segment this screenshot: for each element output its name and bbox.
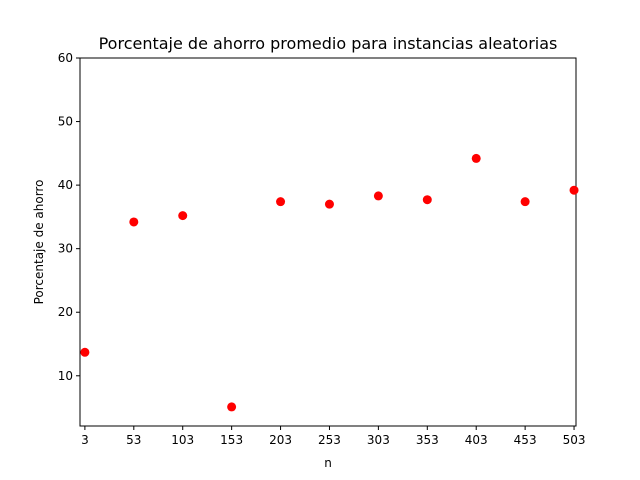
x-tick-label: 203 <box>269 433 292 447</box>
data-point <box>276 197 286 207</box>
x-tick-label: 253 <box>318 433 341 447</box>
y-tick-label: 60 <box>58 51 73 65</box>
x-tick-label: 103 <box>171 433 194 447</box>
data-point <box>80 347 90 357</box>
data-point <box>227 402 237 412</box>
x-tick-label: 3 <box>81 433 89 447</box>
x-tick-label: 353 <box>416 433 439 447</box>
y-tick-label: 20 <box>58 305 73 319</box>
data-point <box>569 185 579 195</box>
y-tick-label: 30 <box>58 242 73 256</box>
x-tick-label: 53 <box>126 433 141 447</box>
y-tick-label: 10 <box>58 369 73 383</box>
data-point <box>129 217 139 227</box>
x-tick-label: 453 <box>514 433 537 447</box>
data-point <box>471 153 481 163</box>
data-point <box>324 199 334 209</box>
y-axis-title: Porcentaje de ahorro <box>32 180 46 305</box>
data-point <box>422 195 432 205</box>
data-point <box>520 197 530 207</box>
y-tick-label: 50 <box>58 115 73 129</box>
y-tick-label: 40 <box>58 178 73 192</box>
x-tick-label: 153 <box>220 433 243 447</box>
data-point <box>178 211 188 221</box>
x-tick-label: 503 <box>563 433 586 447</box>
chart-title: Porcentaje de ahorro promedio para insta… <box>99 34 558 53</box>
x-tick-label: 303 <box>367 433 390 447</box>
x-tick-label: 403 <box>465 433 488 447</box>
x-axis-title: n <box>324 456 332 470</box>
data-point <box>373 191 383 201</box>
plot-area-frame <box>79 57 577 427</box>
